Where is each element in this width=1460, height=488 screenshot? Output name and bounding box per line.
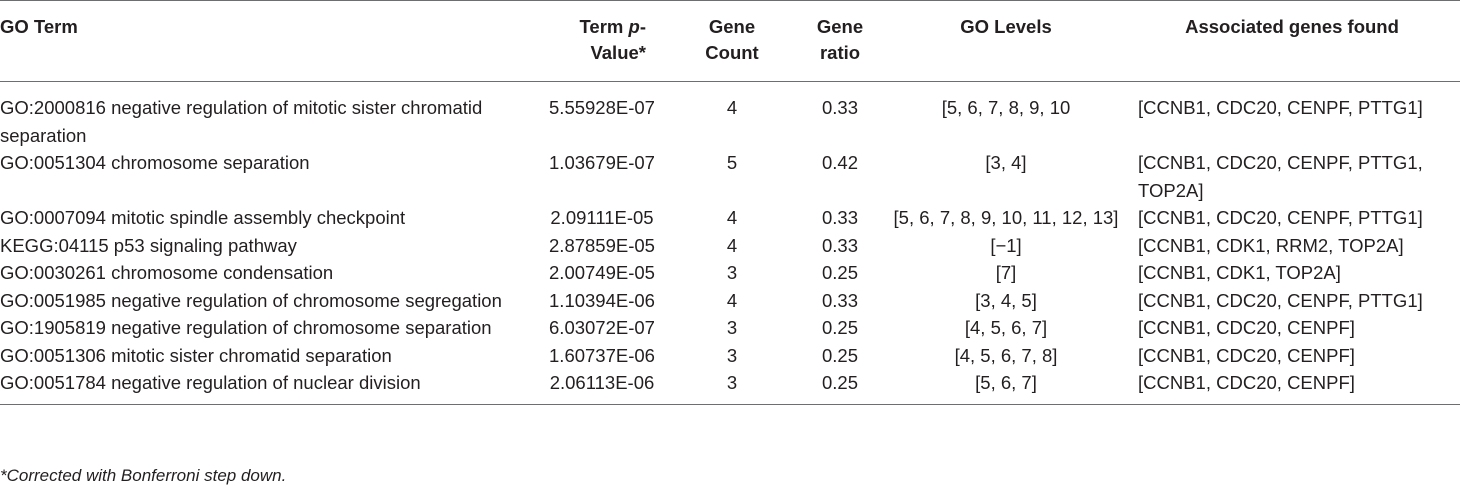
cell-gene-ratio: 0.25: [821, 344, 858, 366]
cell-go-levels: [4, 5, 6, 7]: [964, 317, 1048, 338]
cell-gene-count: 4: [726, 207, 738, 228]
cell-gene-ratio: 0.33: [821, 207, 858, 228]
cell-associated-genes: [CCNB1, CDC20, CENPF]: [1138, 344, 1355, 366]
cell-gene-ratio: 0.25: [821, 372, 858, 393]
cell-associated-genes: [CCNB1, CDC20, CENPF, PTTG1]: [1138, 97, 1423, 118]
cell-gene-ratio: 0.33: [821, 289, 858, 311]
cell-go-term: GO:1905819 negative regulation of chromo…: [0, 317, 492, 338]
cell-gene-ratio: 0.25: [821, 262, 858, 283]
cell-gene-ratio: 0.42: [821, 152, 858, 173]
cell-term-pvalue: 1.10394E-06: [549, 289, 655, 311]
header-pvalue-pre: Term: [579, 16, 629, 37]
go-enrichment-table-container: GO Term Term p-Value* Gene Count Gene ra…: [0, 0, 1460, 404]
cell-gene-count: 3: [726, 262, 738, 283]
cell-go-levels: [3, 4]: [985, 152, 1027, 173]
cell-associated-genes: [CCNB1, CDK1, TOP2A]: [1138, 262, 1341, 283]
header-pvalue-post: -Value*: [590, 16, 646, 63]
cell-term-pvalue: 2.09111E-05: [550, 207, 654, 228]
table-row: GO:0051304 chromosome separation 1.03679E…: [0, 149, 1460, 204]
cell-term-pvalue: 2.87859E-05: [549, 234, 655, 256]
cell-term-pvalue: 6.03072E-07: [549, 317, 655, 338]
cell-go-term: GO:0051306 mitotic sister chromatid sepa…: [0, 344, 392, 366]
cell-associated-genes: [CCNB1, CDK1, RRM2, TOP2A]: [1138, 234, 1404, 256]
cell-go-term: KEGG:04115 p53 signaling pathway: [0, 234, 297, 256]
cell-term-pvalue: 2.00749E-05: [549, 262, 655, 283]
cell-go-levels: [5, 6, 7]: [975, 372, 1037, 393]
cell-go-term: GO:0051784 negative regulation of nuclea…: [0, 372, 421, 393]
table-header: GO Term Term p-Value* Gene Count Gene ra…: [0, 0, 1460, 82]
table-row: GO:0051985 negative regulation of chromo…: [0, 287, 1460, 315]
header-associated-genes: Associated genes found: [1185, 16, 1399, 37]
table-body: GO:2000816 negative regulation of mitoti…: [0, 82, 1460, 404]
table-row: GO:0051306 mitotic sister chromatid sepa…: [0, 342, 1460, 370]
header-pvalue-italic: p: [628, 16, 640, 37]
cell-associated-genes: [CCNB1, CDC20, CENPF]: [1138, 372, 1355, 393]
table-footnote: *Corrected with Bonferroni step down.: [0, 466, 287, 485]
header-term-pvalue: Term p-Value*: [532, 1, 672, 82]
header-go-term: GO Term: [0, 16, 78, 37]
cell-gene-count: 3: [726, 344, 738, 366]
cell-go-term: GO:0030261 chromosome condensation: [0, 262, 334, 283]
cell-go-term: GO:2000816 negative regulation of mitoti…: [0, 97, 483, 146]
header-go-levels: GO Levels: [960, 16, 1052, 37]
cell-go-levels: [5, 6, 7, 8, 9, 10, 11, 12, 13]: [893, 207, 1119, 228]
cell-go-term: GO:0051304 chromosome separation: [0, 152, 310, 173]
table-row: GO:0007094 mitotic spindle assembly chec…: [0, 204, 1460, 232]
cell-gene-count: 5: [726, 152, 738, 173]
table-row: GO:0030261 chromosome condensation 2.0074…: [0, 259, 1460, 287]
cell-gene-count: 3: [726, 372, 738, 393]
cell-gene-count: 3: [726, 317, 738, 338]
cell-gene-ratio: 0.33: [821, 234, 858, 256]
cell-gene-count: 4: [726, 234, 738, 256]
cell-gene-count: 4: [726, 97, 738, 118]
cell-go-levels: [−1]: [990, 234, 1022, 256]
header-row: GO Term Term p-Value* Gene Count Gene ra…: [0, 0, 1460, 82]
cell-gene-ratio: 0.33: [821, 97, 858, 118]
cell-term-pvalue: 1.60737E-06: [549, 344, 655, 366]
cell-associated-genes: [CCNB1, CDC20, CENPF, PTTG1, TOP2A]: [1138, 152, 1423, 201]
header-gene-count: Gene Count: [705, 16, 759, 63]
cell-go-levels: [3, 4, 5]: [975, 289, 1037, 311]
cell-go-term: GO:0007094 mitotic spindle assembly chec…: [0, 207, 406, 228]
go-enrichment-table: GO Term Term p-Value* Gene Count Gene ra…: [0, 0, 1460, 404]
cell-go-levels: [4, 5, 6, 7, 8]: [954, 344, 1058, 366]
table-row: GO:0051784 negative regulation of nuclea…: [0, 369, 1460, 404]
cell-gene-count: 4: [726, 289, 738, 311]
table-row: KEGG:04115 p53 signaling pathway 2.87859E…: [0, 232, 1460, 260]
cell-associated-genes: [CCNB1, CDC20, CENPF, PTTG1]: [1138, 207, 1423, 228]
cell-go-term: GO:0051985 negative regulation of chromo…: [0, 289, 502, 311]
cell-go-levels: [5, 6, 7, 8, 9, 10: [941, 97, 1071, 118]
cell-gene-ratio: 0.25: [821, 317, 858, 338]
cell-go-levels: [7]: [995, 262, 1017, 283]
cell-term-pvalue: 5.55928E-07: [549, 97, 655, 118]
cell-term-pvalue: 2.06113E-06: [549, 372, 655, 393]
table-row: GO:2000816 negative regulation of mitoti…: [0, 82, 1460, 150]
cell-term-pvalue: 1.03679E-07: [549, 152, 655, 173]
header-gene-ratio: Gene ratio: [816, 16, 864, 63]
table-row: GO:1905819 negative regulation of chromo…: [0, 314, 1460, 342]
cell-associated-genes: [CCNB1, CDC20, CENPF, PTTG1]: [1138, 289, 1423, 311]
cell-associated-genes: [CCNB1, CDC20, CENPF]: [1138, 317, 1355, 338]
